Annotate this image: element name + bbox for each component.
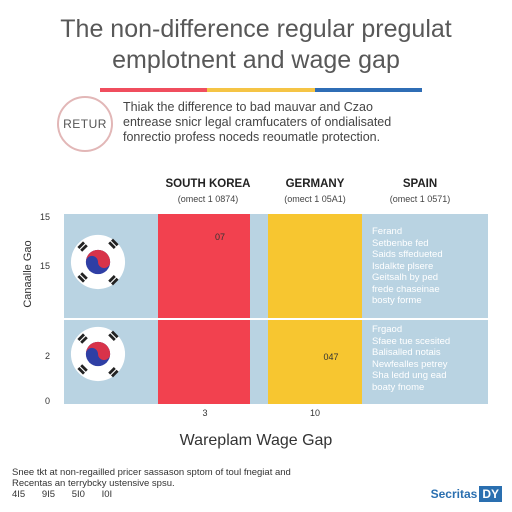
logo-text: Secritas	[430, 487, 478, 501]
stripe-red	[100, 88, 208, 92]
y-tick-label: 2	[44, 351, 50, 361]
column-sub-germany: (omect 1 05A1)	[284, 194, 346, 204]
bar-data-label: 07	[214, 232, 225, 242]
note-line: Balisalled notais	[372, 347, 441, 358]
south-korea-flag-icon	[70, 326, 126, 382]
note-line: Sfaee tue scesited	[372, 335, 451, 347]
spain-notes-top: Ferand Setbenbe fed Saids sffedueted Isd…	[372, 226, 484, 307]
column-sub-south-korea: (omect 1 0874)	[177, 194, 239, 204]
intro-line: Thiak the difference to bad mauvar and C…	[123, 100, 373, 114]
note-line: Ferand	[372, 226, 403, 237]
retur-badge: RETUR	[57, 96, 113, 152]
note-line: Newfealles petrey	[372, 358, 448, 370]
bar-data-label: 047	[323, 352, 339, 362]
note-line: boaty fnome	[372, 381, 425, 393]
y-tick-label: 0	[44, 396, 50, 406]
title-line-2: emplotnent and wage gap	[112, 46, 400, 74]
y-tick-label: 15	[39, 261, 50, 271]
footnote-code: I0I	[101, 489, 113, 500]
x-axis-title: Wareplam Wage Gap	[179, 432, 333, 449]
page-title: The non-difference regular pregulat empl…	[0, 14, 512, 76]
intro-text: Thiak the difference to bad mauvar and C…	[123, 100, 453, 145]
footnote-line: Recentas an terrybcky ustensive spsu.	[12, 478, 175, 489]
note-line: bosty forme	[372, 295, 422, 306]
column-sub-spain: (omect 1 0571)	[389, 194, 451, 204]
x-tick-label: 3	[202, 408, 208, 418]
footnote-code: 5I0	[71, 489, 85, 500]
y-tick-label: 15	[39, 212, 50, 222]
note-line: Sha ledd ung ead	[372, 370, 447, 381]
stripe-yellow	[207, 88, 315, 92]
color-stripe	[100, 88, 422, 92]
x-tick-label: 10	[309, 408, 320, 418]
note-line: Isdalkte plsere	[372, 260, 434, 272]
intro-line: fonrectio profess noceds reoumatle prote…	[123, 130, 381, 144]
footnote-codes: 4I5 9I5 5I0 I0I	[12, 489, 291, 500]
note-line: Saids sffedueted	[372, 249, 443, 260]
footnote-code: 9I5	[41, 489, 56, 500]
footnote: Snee tkt at non-regailled pricer sassaso…	[12, 467, 291, 500]
bar-germany	[268, 214, 362, 404]
panel-divider	[64, 318, 488, 320]
logo-mark: DY	[479, 486, 502, 502]
retur-badge-label: RETUR	[63, 117, 107, 131]
note-line: Frgaod	[372, 324, 403, 335]
note-line: Geitsalh by ped	[372, 272, 439, 283]
south-korea-flag-icon	[70, 234, 126, 290]
column-header-south-korea: SOUTH KOREA	[165, 178, 251, 190]
footnote-line: Snee tkt at non-regailled pricer sassaso…	[12, 467, 291, 478]
column-header-germany: GERMANY	[285, 178, 345, 190]
y-axis-label: Canaalle Gao	[22, 240, 34, 308]
bar-south-korea	[158, 214, 250, 404]
footnote-code: 4I5	[12, 489, 26, 500]
intro-line: entrease snicr legal cramfucaters of ond…	[123, 115, 392, 129]
title-line-1: The non-difference regular pregulat	[60, 15, 452, 43]
brand-logo: Secritas DY	[431, 484, 502, 504]
spain-notes-bottom: Frgaod Sfaee tue scesited Balisalled not…	[372, 324, 484, 393]
note-line: frede chaseinae	[372, 283, 440, 295]
note-line: Setbenbe fed	[372, 237, 429, 249]
stripe-blue	[314, 88, 422, 92]
column-header-spain: SPAIN	[402, 178, 438, 190]
